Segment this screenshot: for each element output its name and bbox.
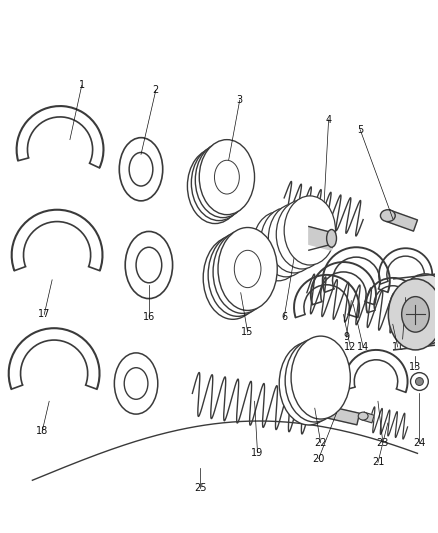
Ellipse shape	[129, 152, 153, 186]
Ellipse shape	[203, 237, 262, 319]
Text: 4: 4	[325, 115, 332, 125]
Ellipse shape	[199, 140, 254, 215]
Circle shape	[416, 377, 424, 385]
Ellipse shape	[211, 163, 235, 197]
Ellipse shape	[398, 274, 438, 345]
Ellipse shape	[136, 247, 162, 283]
Text: 25: 25	[194, 483, 206, 493]
Ellipse shape	[224, 256, 251, 294]
Ellipse shape	[191, 146, 247, 221]
Text: 11: 11	[392, 342, 404, 352]
Ellipse shape	[218, 228, 277, 310]
Ellipse shape	[402, 296, 429, 332]
Text: 18: 18	[36, 426, 48, 436]
Text: 19: 19	[251, 448, 264, 458]
Ellipse shape	[215, 160, 239, 194]
Text: 23: 23	[377, 438, 389, 448]
Polygon shape	[362, 413, 374, 423]
Polygon shape	[322, 406, 360, 425]
Text: 6: 6	[281, 312, 287, 322]
Ellipse shape	[268, 204, 320, 273]
Ellipse shape	[253, 212, 304, 281]
Text: 12: 12	[344, 342, 357, 352]
Ellipse shape	[125, 231, 173, 298]
Text: 17: 17	[38, 309, 50, 319]
Ellipse shape	[358, 412, 368, 420]
Ellipse shape	[276, 200, 328, 269]
Text: 16: 16	[143, 312, 155, 322]
Ellipse shape	[119, 138, 163, 201]
Text: 10: 10	[396, 334, 409, 344]
Ellipse shape	[219, 259, 246, 296]
Ellipse shape	[261, 208, 312, 277]
Ellipse shape	[389, 279, 438, 350]
Ellipse shape	[213, 230, 272, 313]
Ellipse shape	[187, 149, 243, 223]
Text: 14: 14	[357, 342, 369, 352]
Ellipse shape	[208, 233, 267, 317]
Text: 3: 3	[237, 95, 243, 105]
Ellipse shape	[230, 253, 256, 290]
Ellipse shape	[327, 230, 336, 247]
Ellipse shape	[285, 339, 344, 422]
Text: 5: 5	[357, 125, 363, 135]
Text: 9: 9	[343, 332, 350, 342]
Ellipse shape	[203, 169, 227, 203]
Circle shape	[410, 373, 428, 390]
Ellipse shape	[234, 251, 261, 288]
Text: 21: 21	[372, 457, 384, 467]
Text: 20: 20	[313, 454, 325, 464]
Text: 15: 15	[241, 327, 254, 337]
Ellipse shape	[207, 166, 231, 200]
Ellipse shape	[284, 196, 336, 265]
Text: 22: 22	[314, 438, 327, 448]
Text: 24: 24	[413, 438, 426, 448]
Ellipse shape	[291, 336, 350, 419]
Ellipse shape	[279, 342, 339, 425]
Ellipse shape	[114, 353, 158, 414]
Ellipse shape	[124, 368, 148, 399]
Ellipse shape	[195, 143, 251, 217]
Text: 13: 13	[410, 362, 422, 372]
Polygon shape	[386, 210, 417, 231]
Text: 2: 2	[153, 85, 159, 95]
Ellipse shape	[316, 405, 331, 417]
Ellipse shape	[381, 209, 395, 222]
Polygon shape	[309, 227, 332, 250]
Text: 1: 1	[79, 80, 85, 90]
